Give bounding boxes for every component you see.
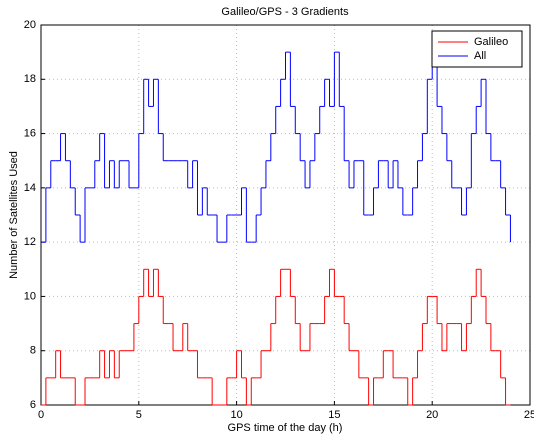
y-tick-label: 12	[24, 236, 36, 248]
y-tick-label: 14	[24, 182, 36, 194]
legend-label: Galileo	[474, 36, 508, 48]
legend-label: All	[474, 50, 486, 62]
y-tick-label: 8	[30, 345, 36, 357]
legend-box	[431, 30, 523, 68]
y-tick-label: 18	[24, 73, 36, 85]
y-tick-label: 10	[24, 290, 36, 302]
x-tick-label: 15	[328, 409, 340, 421]
y-tick-label: 6	[30, 399, 36, 411]
x-axis-label: GPS time of the day (h)	[228, 422, 343, 434]
y-axis-label: Number of Satellites Used	[8, 151, 20, 279]
x-tick-label: 5	[136, 409, 142, 421]
x-tick-label: 25	[524, 409, 534, 421]
x-tick-label: 20	[426, 409, 438, 421]
y-tick-label: 20	[24, 19, 36, 31]
chart-title: Galileo/GPS - 3 Gradients	[221, 6, 349, 18]
x-tick-label: 10	[230, 409, 242, 421]
y-tick-label: 16	[24, 127, 36, 139]
plot-frame	[40, 24, 531, 406]
x-tick-label: 0	[38, 409, 44, 421]
